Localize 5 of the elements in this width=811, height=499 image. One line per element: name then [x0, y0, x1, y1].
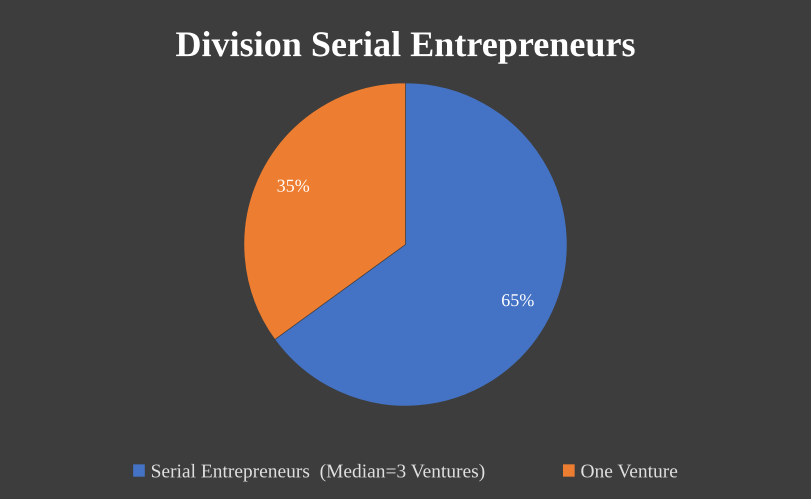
legend-label: One Venture — [581, 464, 678, 478]
data-label: 65% — [502, 294, 534, 306]
data-label: 35% — [278, 180, 310, 192]
chart-title: Division Serial Entrepreneurs — [176, 31, 635, 64]
legend-label: Serial Entrepreneurs (Median=3 Ventures) — [152, 464, 484, 482]
